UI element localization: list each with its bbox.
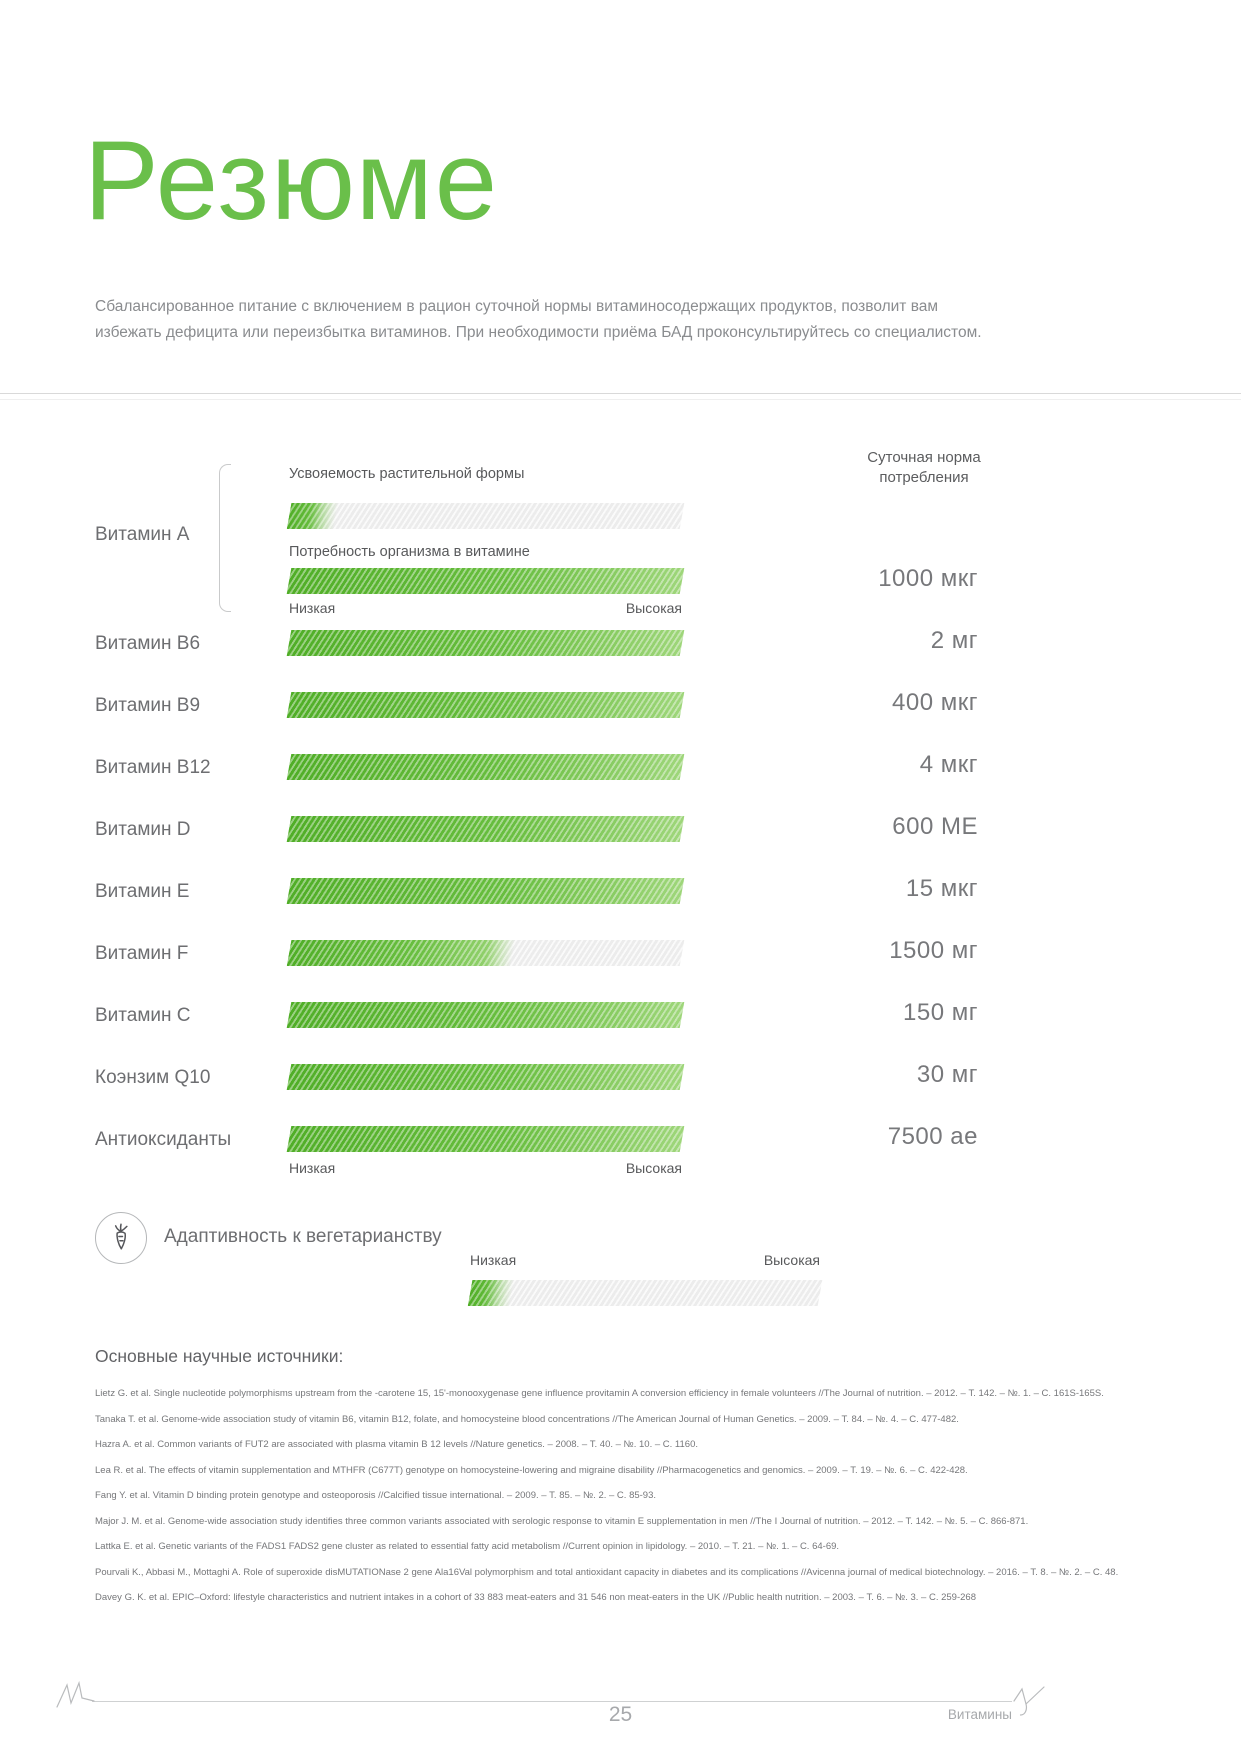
vitamin-row-label: Антиоксиданты: [95, 1129, 232, 1150]
plant-form-assimilation-label: Усвояемость растительной формы: [289, 466, 525, 482]
vitamin-row-label: Коэнзим Q10: [95, 1067, 211, 1088]
sources-heading: Основные научные источники:: [95, 1346, 344, 1366]
vitamin-row-label: Витамин B12: [95, 757, 211, 778]
reference-item: Tanaka T. et al. Genome-wide association…: [95, 1413, 959, 1425]
vitamin-row-bar: [286, 692, 685, 718]
reference-item: Major J. M. et al. Genome-wide associati…: [95, 1515, 1029, 1527]
adaptability-scale-row: Низкая Высокая: [470, 1252, 820, 1268]
vitamin-row-value: 15 мкг: [905, 875, 978, 902]
bar-fill: [286, 878, 685, 904]
bar-fill: [286, 1002, 685, 1028]
top-divider-line-2: [0, 399, 1241, 400]
vitamin-need-label: Потребность организма в витамине: [289, 544, 530, 560]
references-list: Lietz G. et al. Single nucleotide polymo…: [95, 1388, 1153, 1618]
vitamin-row-label: Витамин B9: [95, 695, 201, 716]
vitamin-row-value: 1500 мг: [889, 937, 978, 964]
vitamin-row-bar: [286, 630, 685, 656]
scale-low-label: Низкая: [289, 600, 336, 616]
vitamin-row-value: 2 мг: [930, 627, 978, 654]
carrot-icon: [105, 1220, 137, 1257]
vitamin-row-value: 4 мкг: [919, 751, 978, 778]
bar-fill: [286, 692, 685, 718]
vitamin-row-label: Витамин C: [95, 1005, 191, 1026]
bar-fill: [286, 754, 685, 780]
footer-section-label: Витамины: [947, 1707, 1012, 1722]
bar-fill: [286, 816, 685, 842]
scale-high-label: Высокая: [625, 600, 682, 616]
scale-low-label: Низкая: [470, 1252, 517, 1268]
footer-squiggle-right-icon: [1012, 1684, 1048, 1725]
footer-squiggle-left-icon: [54, 1680, 96, 1715]
reference-item: Davey G. K. et al. EPIC–Oxford: lifestyl…: [95, 1592, 976, 1604]
vitamin-row-label: Витамин D: [95, 819, 191, 840]
vitamin-row-value: 7500 ае: [887, 1123, 978, 1150]
adaptability-badge: [95, 1212, 147, 1264]
scale-high-label: Высокая: [763, 1252, 820, 1268]
reference-item: Fang Y. et al. Vitamin D binding protein…: [95, 1490, 657, 1502]
vitamin-row-bar: [286, 754, 685, 780]
vitamin-row-value: 400 мкг: [892, 689, 978, 716]
page-number: 25: [608, 1703, 633, 1726]
reference-item: Lea R. et al. The effects of vitamin sup…: [95, 1464, 968, 1476]
scale-low-label: Низкая: [289, 1160, 336, 1176]
vitamin-row-bar: [286, 1064, 685, 1090]
bar-fill: [286, 503, 339, 529]
vitamin-row-bar: [286, 940, 685, 966]
reference-item: Lattka E. et al. Genetic variants of the…: [95, 1541, 840, 1553]
vitamin-a-daily-norm: 1000 мкг: [878, 565, 978, 592]
vitamin-a-label: Витамин A: [95, 524, 190, 545]
bar-fill: [286, 940, 516, 966]
vitamin-row-value: 30 мг: [916, 1061, 978, 1088]
adaptability-label: Адаптивность к вегетарианству: [164, 1226, 442, 1247]
daily-norm-header: Суточная норма потребления: [867, 449, 981, 487]
vitamin-row-bar: [286, 816, 685, 842]
bar-fill: [286, 568, 685, 594]
vitamin-row-label: Витамин B6: [95, 633, 201, 654]
vitamin-row-bar: [286, 1002, 685, 1028]
vitamin-row-value: 150 мг: [903, 999, 978, 1026]
reference-item: Lietz G. et al. Single nucleotide polymo…: [95, 1388, 1104, 1399]
reference-item: Hazra A. et al. Common variants of FUT2 …: [95, 1439, 698, 1451]
vitamin-a-bracket: [219, 464, 231, 612]
bar-fill: [286, 1126, 685, 1152]
vitamin-row-bar: [286, 1126, 685, 1152]
vitamin-row-value: 600 МЕ: [892, 813, 978, 840]
reference-item: Pourvali K., Abbasi M., Mottaghi A. Role…: [95, 1566, 1119, 1578]
bar-fill: [467, 1280, 515, 1306]
bar-fill: [286, 630, 685, 656]
vitamin-row-label: Витамин E: [95, 881, 190, 902]
vitamin-a-need-bar: [286, 568, 685, 594]
scale-high-label: Высокая: [625, 1160, 682, 1176]
top-divider-line: [0, 393, 1241, 394]
adaptability-bar: [467, 1280, 823, 1306]
footer-divider-line: [92, 1701, 1012, 1702]
page-title: Резюме: [84, 118, 499, 243]
bar-fill: [286, 1064, 685, 1090]
vitamin-row-label: Витамин F: [95, 943, 189, 964]
intro-text: Сбалансированное питание с включением в …: [95, 298, 982, 341]
scale-row-top: Низкая Высокая: [289, 600, 682, 616]
plant-form-assimilation-bar: [286, 503, 685, 529]
vitamin-row-bar: [286, 878, 685, 904]
scale-row-bottom: Низкая Высокая: [289, 1160, 682, 1176]
